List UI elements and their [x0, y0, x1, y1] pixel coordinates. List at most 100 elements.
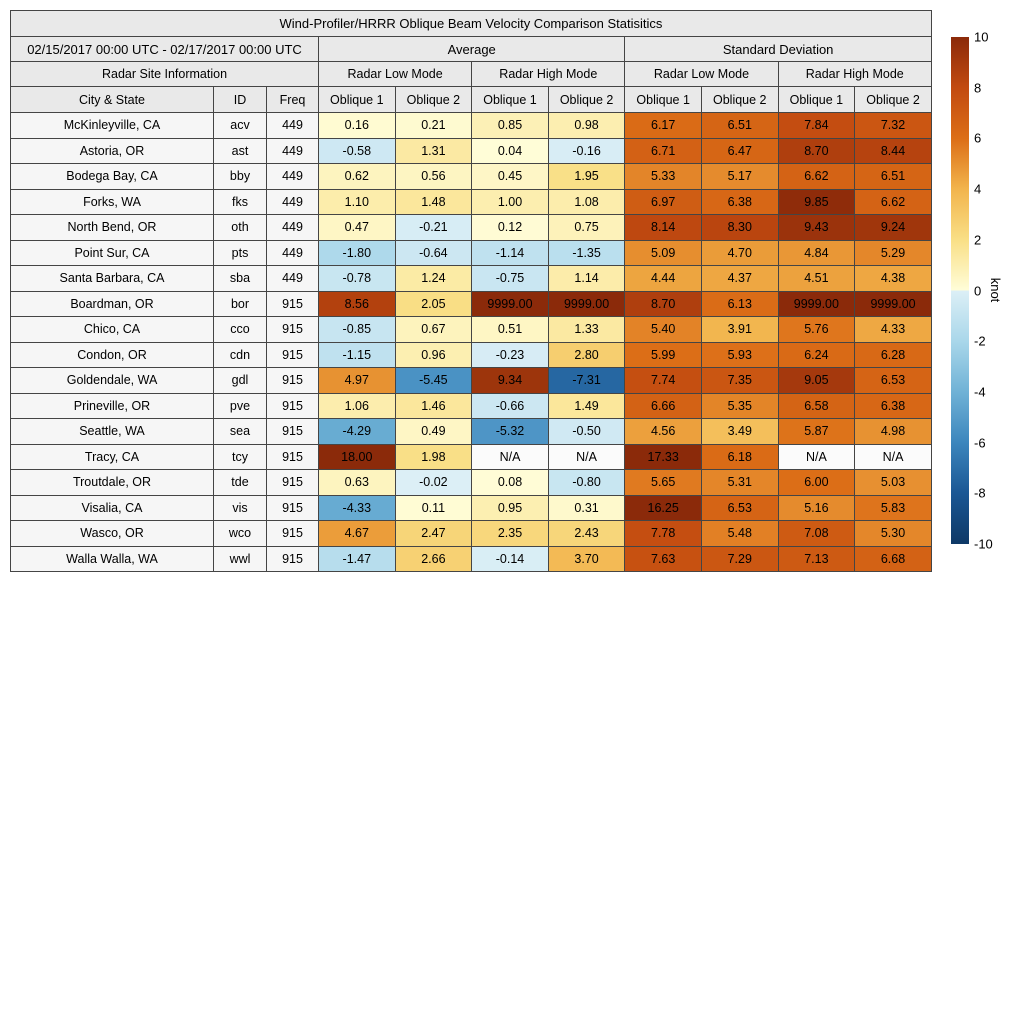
value-cell: 7.08 — [777, 520, 856, 547]
table-row: North Bend, OR oth 449 0.47 -0.21 0.12 0.75 8.1… — [10, 214, 932, 241]
site-id-cell: pve — [213, 392, 267, 419]
value-cell: 8.70 — [624, 290, 702, 317]
value-cell: -0.66 — [471, 392, 549, 419]
value-cell: 2.47 — [394, 520, 473, 547]
freq-cell: 449 — [266, 188, 319, 215]
value-cell: 6.62 — [777, 163, 856, 190]
value-cell: 6.17 — [624, 112, 702, 139]
value-cell: 5.29 — [854, 239, 932, 266]
value-cell: 6.13 — [700, 290, 779, 317]
avg-high-mode-header: Radar High Mode — [471, 61, 626, 87]
value-cell: 8.70 — [777, 137, 856, 164]
colorbar-tick-label: 6 — [974, 130, 982, 146]
value-cell: 0.62 — [318, 163, 396, 190]
freq-cell: 449 — [266, 239, 319, 266]
city-cell: Point Sur, CA — [10, 239, 214, 266]
value-cell: 5.35 — [700, 392, 779, 419]
value-cell: -0.02 — [394, 469, 473, 496]
value-cell: -0.80 — [547, 469, 626, 496]
table-row: Wasco, OR wco 915 4.67 2.47 2.35 2.43 7.78 5.48 7… — [10, 520, 932, 547]
value-cell: 1.08 — [547, 188, 626, 215]
value-cell: 7.32 — [854, 112, 932, 139]
value-cell: 4.56 — [624, 418, 702, 445]
value-cell: 4.51 — [777, 265, 856, 292]
colorbar-gradient — [951, 37, 969, 544]
value-cell: 0.95 — [471, 494, 549, 521]
value-cell: -0.14 — [471, 545, 549, 572]
table-row: McKinleyville, CA acv 449 0.16 0.21 0.85 0.98 6… — [10, 112, 932, 139]
table-row: Bodega Bay, CA bby 449 0.62 0.56 0.45 1.95 5.33… — [10, 163, 932, 190]
site-id-cell: fks — [213, 188, 267, 215]
value-cell: 0.85 — [471, 112, 549, 139]
city-cell: Chico, CA — [10, 316, 214, 343]
site-id-cell: cdn — [213, 341, 267, 368]
city-cell: Prineville, OR — [10, 392, 214, 419]
table-row: Walla Walla, WA wwl 915 -1.47 2.66 -0.14 3.70 7… — [10, 545, 932, 572]
value-cell: 1.14 — [547, 265, 626, 292]
colorbar-tick-label: 8 — [974, 80, 982, 96]
id-header: ID — [213, 86, 267, 113]
value-cell: 1.31 — [394, 137, 473, 164]
value-cell: 6.97 — [624, 188, 702, 215]
value-cell: 8.14 — [624, 214, 702, 241]
colorbar-tick-label: -6 — [974, 435, 986, 451]
site-info-header: Radar Site Information — [10, 61, 319, 87]
value-cell: 1.95 — [547, 163, 626, 190]
value-cell: 0.51 — [471, 316, 549, 343]
freq-cell: 915 — [266, 494, 319, 521]
freq-cell: 449 — [266, 214, 319, 241]
title-row: Wind-Profiler/HRRR Oblique Beam Velocity… — [10, 10, 932, 37]
value-cell: 7.74 — [624, 367, 702, 394]
sd-high-mode-header: Radar High Mode — [777, 61, 932, 87]
city-cell: Bodega Bay, CA — [10, 163, 214, 190]
value-cell: -0.23 — [471, 341, 549, 368]
value-cell: -1.80 — [318, 239, 396, 266]
avg-low-mode-header: Radar Low Mode — [317, 61, 473, 87]
value-cell: 4.38 — [854, 265, 932, 292]
value-cell: 6.66 — [624, 392, 702, 419]
freq-cell: 449 — [266, 163, 319, 190]
value-cell: 6.58 — [777, 392, 856, 419]
value-cell: 4.98 — [854, 418, 932, 445]
city-cell: Tracy, CA — [10, 443, 214, 470]
table-row: Seattle, WA sea 915 -4.29 0.49 -5.32 -0.50 4.56… — [10, 418, 932, 445]
value-cell: 6.18 — [700, 443, 779, 470]
city-cell: Walla Walla, WA — [10, 545, 214, 572]
colorbar-tick-label: 2 — [974, 232, 982, 248]
table-row: Chico, CA cco 915 -0.85 0.67 0.51 1.33 5.40 3.91… — [10, 316, 932, 343]
value-cell: 1.24 — [394, 265, 473, 292]
city-cell: Condon, OR — [10, 341, 214, 368]
freq-cell: 915 — [266, 392, 319, 419]
value-cell: 6.38 — [854, 392, 932, 419]
value-cell: 5.30 — [854, 520, 932, 547]
value-cell: 5.48 — [700, 520, 779, 547]
value-cell: 6.38 — [700, 188, 779, 215]
value-cell: -0.21 — [394, 214, 473, 241]
value-cell: N/A — [854, 443, 932, 470]
value-cell: 6.51 — [854, 163, 932, 190]
value-cell: 9.85 — [777, 188, 856, 215]
value-cell: 6.62 — [854, 188, 932, 215]
site-id-cell: sea — [213, 418, 267, 445]
value-cell: 4.67 — [318, 520, 396, 547]
value-cell: -0.16 — [547, 137, 626, 164]
freq-cell: 915 — [266, 418, 319, 445]
value-cell: 0.49 — [394, 418, 473, 445]
value-cell: 5.09 — [624, 239, 702, 266]
stddev-group-header: Standard Deviation — [624, 36, 932, 62]
value-cell: 5.16 — [777, 494, 856, 521]
site-id-cell: wco — [213, 520, 267, 547]
value-cell: 0.45 — [471, 163, 549, 190]
value-cell: 3.70 — [547, 545, 626, 572]
average-group-header: Average — [317, 36, 626, 62]
value-cell: -4.33 — [318, 494, 396, 521]
value-cell: 5.87 — [777, 418, 856, 445]
value-cell: 6.53 — [700, 494, 779, 521]
value-cell: 7.63 — [624, 545, 702, 572]
value-cell: 6.28 — [854, 341, 932, 368]
site-id-cell: bor — [213, 290, 267, 317]
value-cell: 0.16 — [318, 112, 396, 139]
value-cell: 9.05 — [777, 367, 856, 394]
value-cell: 0.08 — [471, 469, 549, 496]
value-cell: -1.47 — [318, 545, 396, 572]
